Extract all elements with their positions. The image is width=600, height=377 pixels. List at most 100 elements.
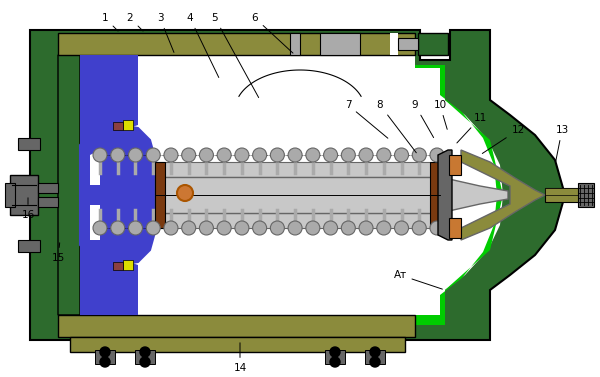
- Polygon shape: [415, 65, 503, 325]
- Circle shape: [323, 221, 338, 235]
- Bar: [418, 33, 448, 55]
- Text: 15: 15: [52, 243, 65, 263]
- Polygon shape: [30, 30, 565, 340]
- Text: 9: 9: [412, 100, 434, 138]
- Bar: [545, 188, 580, 202]
- Circle shape: [395, 221, 409, 235]
- Circle shape: [182, 221, 196, 235]
- Text: 2: 2: [127, 13, 143, 31]
- Circle shape: [306, 148, 320, 162]
- Bar: [18, 240, 40, 252]
- Circle shape: [164, 221, 178, 235]
- Circle shape: [253, 148, 266, 162]
- Circle shape: [235, 148, 249, 162]
- Circle shape: [377, 148, 391, 162]
- Bar: [390, 33, 398, 55]
- Circle shape: [271, 148, 284, 162]
- Polygon shape: [58, 55, 503, 325]
- Circle shape: [100, 347, 110, 357]
- Bar: [18, 138, 40, 150]
- Polygon shape: [58, 55, 90, 315]
- Polygon shape: [440, 162, 508, 228]
- Text: 11: 11: [457, 113, 487, 143]
- Polygon shape: [80, 125, 160, 265]
- Circle shape: [182, 148, 196, 162]
- Bar: [155, 177, 440, 213]
- Bar: [449, 218, 461, 238]
- Circle shape: [341, 221, 355, 235]
- Bar: [113, 262, 123, 270]
- Polygon shape: [80, 245, 138, 315]
- Circle shape: [111, 148, 125, 162]
- Circle shape: [330, 357, 340, 367]
- Bar: [5, 183, 15, 207]
- Circle shape: [395, 148, 409, 162]
- Circle shape: [199, 221, 214, 235]
- Circle shape: [288, 148, 302, 162]
- Polygon shape: [438, 150, 452, 240]
- Circle shape: [412, 148, 426, 162]
- Circle shape: [430, 148, 444, 162]
- Text: 16: 16: [22, 198, 35, 220]
- Circle shape: [146, 148, 160, 162]
- Polygon shape: [461, 150, 545, 240]
- Text: Ат: Ат: [394, 270, 442, 289]
- Text: 12: 12: [482, 125, 524, 153]
- Circle shape: [217, 221, 231, 235]
- Text: 8: 8: [377, 100, 416, 153]
- Text: 14: 14: [233, 343, 247, 373]
- Text: 3: 3: [157, 13, 174, 52]
- Circle shape: [430, 221, 444, 235]
- Bar: [430, 162, 440, 228]
- Circle shape: [217, 148, 231, 162]
- Circle shape: [271, 221, 284, 235]
- Text: 6: 6: [251, 13, 293, 53]
- Circle shape: [306, 221, 320, 235]
- Bar: [578, 183, 594, 207]
- Bar: [365, 350, 385, 364]
- Bar: [398, 38, 418, 50]
- Circle shape: [146, 221, 160, 235]
- Circle shape: [128, 148, 142, 162]
- Bar: [325, 350, 345, 364]
- Polygon shape: [80, 55, 138, 145]
- Circle shape: [288, 221, 302, 235]
- Bar: [155, 162, 165, 228]
- Circle shape: [359, 148, 373, 162]
- Polygon shape: [90, 205, 100, 240]
- Bar: [38, 197, 58, 207]
- Bar: [290, 33, 300, 55]
- Circle shape: [377, 221, 391, 235]
- Bar: [135, 350, 155, 364]
- Circle shape: [199, 148, 214, 162]
- Bar: [449, 155, 461, 175]
- Circle shape: [370, 357, 380, 367]
- Bar: [545, 188, 580, 195]
- Bar: [123, 260, 133, 270]
- Circle shape: [412, 221, 426, 235]
- Bar: [95, 350, 115, 364]
- Circle shape: [253, 221, 266, 235]
- Circle shape: [111, 221, 125, 235]
- Circle shape: [93, 221, 107, 235]
- Circle shape: [235, 221, 249, 235]
- Bar: [113, 122, 123, 130]
- Circle shape: [359, 221, 373, 235]
- Bar: [38, 183, 58, 193]
- Circle shape: [341, 148, 355, 162]
- Text: 5: 5: [212, 13, 259, 98]
- Bar: [58, 315, 415, 337]
- Text: 4: 4: [187, 13, 219, 78]
- Bar: [123, 120, 133, 130]
- Text: 7: 7: [344, 100, 388, 138]
- Polygon shape: [90, 150, 100, 185]
- Circle shape: [128, 221, 142, 235]
- Circle shape: [177, 185, 193, 201]
- Circle shape: [370, 347, 380, 357]
- Circle shape: [140, 357, 150, 367]
- Bar: [320, 33, 360, 55]
- Circle shape: [100, 357, 110, 367]
- Text: 13: 13: [556, 125, 569, 162]
- Circle shape: [323, 148, 338, 162]
- Circle shape: [330, 347, 340, 357]
